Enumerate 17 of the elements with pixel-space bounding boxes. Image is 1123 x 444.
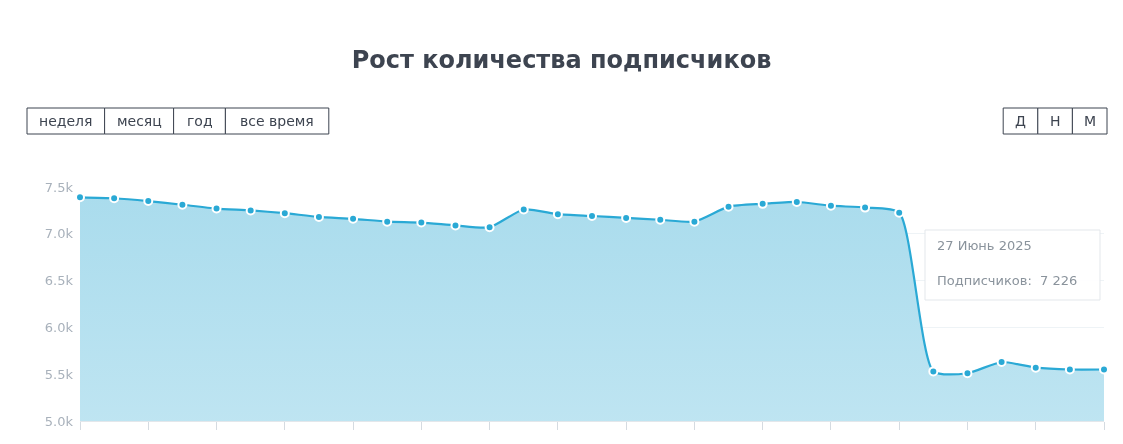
y-tick-label: 6.0k xyxy=(44,319,74,335)
text: М xyxy=(1084,113,1097,129)
text: Д xyxy=(1015,113,1026,129)
y-tick-label: 6.5k xyxy=(44,273,74,289)
text: Н xyxy=(1050,113,1061,129)
point xyxy=(928,366,939,377)
text: год xyxy=(187,113,213,129)
y-tick-label: 7.0k xyxy=(44,226,74,242)
annotation: 27 Июнь 2025 xyxy=(937,238,1032,253)
annotation: Подписчиков: 7 226 xyxy=(937,273,1078,288)
y-tick-label: 5.0k xyxy=(44,413,74,429)
y-tick-label: 5.5k xyxy=(44,366,74,382)
chart-title: Рост количества подписчиков xyxy=(351,46,772,75)
text: неделя xyxy=(39,113,93,129)
text: месяц xyxy=(117,113,162,129)
y-tick-label: 7.5k xyxy=(44,179,74,195)
text: все время xyxy=(240,113,314,129)
